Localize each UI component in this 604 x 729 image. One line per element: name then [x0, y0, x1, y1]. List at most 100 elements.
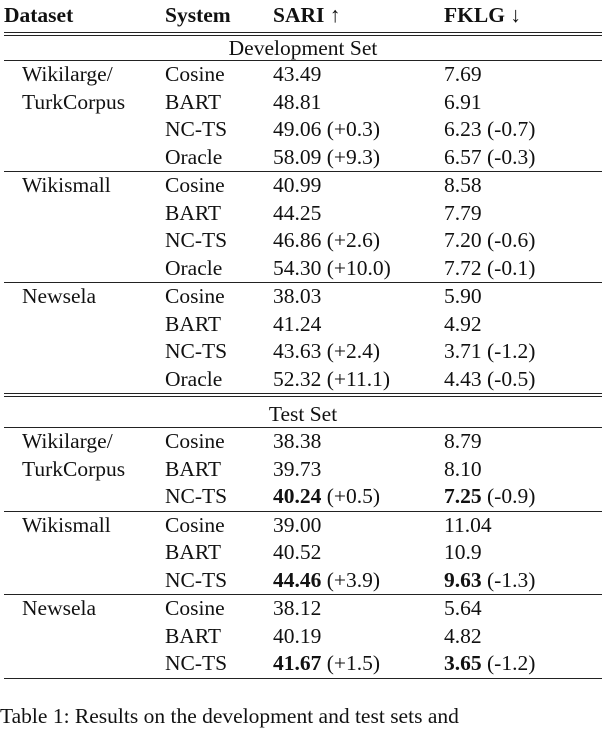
sari-delta: (+1.5) [326, 651, 381, 675]
sari-cell: 40.99 [273, 172, 321, 200]
table-row: Oracle 52.32 (+11.1) 4.43 (-0.5) [4, 366, 602, 394]
rule [4, 171, 602, 172]
sari-delta: (+3.9) [326, 567, 381, 592]
results-table: Dataset System SARI ↑ FKLG ↓ Development… [4, 0, 602, 679]
rule [4, 510, 602, 512]
fklg-value: 3.65 [444, 651, 482, 675]
fklg-cell: 8.58 [444, 172, 482, 200]
sari-cell: 40.24 (+0.5) [273, 483, 380, 511]
system-cell: NC-TS [165, 567, 228, 592]
rule [4, 60, 602, 61]
section-title: Test Set [268, 402, 338, 426]
rule [4, 35, 602, 36]
system-cell: Oracle [165, 366, 223, 391]
sari-value: 39.73 [273, 456, 322, 481]
fklg-value: 7.25 [444, 484, 482, 508]
sari-value: 40.52 [273, 540, 322, 564]
table-row: Wikismall Cosine 39.00 11.04 [4, 512, 602, 540]
header-sari: SARI ↑ [273, 3, 341, 27]
table-row: BART 41.24 4.92 [4, 311, 602, 339]
sari-value: 38.38 [273, 429, 322, 453]
fklg-value: 6.57 [444, 144, 482, 169]
table-row: Wikismall Cosine 40.99 8.58 [4, 172, 602, 200]
fklg-value: 5.90 [444, 284, 482, 308]
sari-value: 58.09 [273, 144, 322, 169]
header-system: System [165, 3, 231, 27]
dataset-cell: Wikismall [22, 512, 111, 537]
system-cell: Cosine [165, 173, 225, 197]
system-cell: BART [165, 456, 222, 481]
system-cell: BART [165, 623, 222, 648]
table-row: Oracle 58.09 (+9.3) 6.57 (-0.3) [4, 144, 602, 172]
fklg-value: 9.63 [444, 567, 482, 592]
sari-value: 40.99 [273, 173, 322, 197]
system-cell: BART [165, 89, 222, 114]
fklg-delta: (-0.1) [487, 255, 536, 280]
table-body: Development Set Wikilarge/Cosine 43.49 7.69… [4, 36, 602, 679]
sari-value: 54.30 [273, 255, 322, 280]
system-cell: Cosine [165, 512, 225, 537]
dataset-cell: Newsela [22, 284, 97, 308]
system-cell: BART [165, 311, 222, 336]
fklg-value: 7.20 [444, 228, 482, 252]
sari-value: 39.00 [273, 512, 322, 537]
table-row: NC-TS 41.67 (+1.5) 3.65 (-1.2) [4, 650, 602, 678]
fklg-delta: (-1.2) [487, 339, 536, 363]
sari-delta: (+2.6) [326, 228, 381, 252]
sari-value: 44.46 [273, 567, 322, 592]
fklg-value: 5.64 [444, 596, 482, 620]
rule [4, 396, 602, 397]
fklg-value: 4.92 [444, 311, 482, 336]
fklg-cell: 4.92 [444, 311, 482, 339]
sari-value: 38.12 [273, 596, 322, 620]
system-cell: Oracle [165, 255, 223, 280]
fklg-cell: 7.72 (-0.1) [444, 255, 535, 283]
sari-delta: (+9.3) [326, 144, 381, 169]
sari-value: 40.24 [273, 484, 322, 508]
table-row: NC-TS 44.46 (+3.9) 9.63 (-1.3) [4, 567, 602, 595]
fklg-cell: 10.9 [444, 539, 482, 567]
sari-value: 41.24 [273, 311, 322, 336]
fklg-cell: 3.65 (-1.2) [444, 650, 535, 678]
sari-value: 38.03 [273, 284, 322, 308]
sari-value: 46.86 [273, 228, 322, 252]
sari-delta: (+0.5) [326, 484, 381, 508]
fklg-cell: 9.63 (-1.3) [444, 567, 535, 595]
fklg-cell: 6.23 (-0.7) [444, 116, 535, 144]
system-cell: BART [165, 200, 222, 225]
sari-value: 52.32 [273, 366, 322, 391]
table-row: Wikilarge/Cosine 43.49 7.69 [4, 61, 602, 89]
table-caption: Table 1: Results on the development and … [0, 704, 459, 728]
fklg-delta: (-1.2) [487, 651, 536, 675]
table-row: Newsela Cosine 38.03 5.90 [4, 283, 602, 311]
rule [4, 393, 602, 394]
table-row: TurkCorpus BART 48.81 6.91 [4, 89, 602, 117]
system-cell: Cosine [165, 596, 225, 620]
fklg-value: 7.79 [444, 200, 482, 225]
header-dataset: Dataset [4, 3, 74, 27]
dataset-cell: Wikilarge/ [22, 429, 113, 453]
system-cell: NC-TS [165, 339, 228, 363]
fklg-cell: 7.79 [444, 200, 482, 228]
sari-value: 49.06 [273, 117, 322, 141]
rule [4, 282, 602, 283]
fklg-value: 6.91 [444, 89, 482, 114]
fklg-value: 11.04 [444, 512, 492, 537]
header-fklg: FKLG ↓ [444, 3, 522, 27]
fklg-cell: 4.43 (-0.5) [444, 366, 535, 394]
sari-cell: 52.32 (+11.1) [273, 366, 390, 394]
system-cell: BART [165, 540, 222, 564]
fklg-value: 8.58 [444, 173, 482, 197]
fklg-cell: 7.69 [444, 61, 482, 89]
fklg-value: 4.43 [444, 366, 482, 391]
sari-cell: 38.03 [273, 283, 321, 311]
fklg-delta: (-0.3) [487, 144, 536, 169]
sari-cell: 43.63 (+2.4) [273, 338, 380, 366]
fklg-cell: 5.64 [444, 595, 482, 623]
dataset-cell: TurkCorpus [22, 456, 126, 481]
sari-cell: 41.67 (+1.5) [273, 650, 380, 678]
section-title: Development Set [228, 36, 378, 60]
dataset-cell: Wikismall [22, 173, 111, 197]
fklg-value: 7.72 [444, 255, 482, 280]
fklg-cell: 4.82 [444, 623, 482, 651]
